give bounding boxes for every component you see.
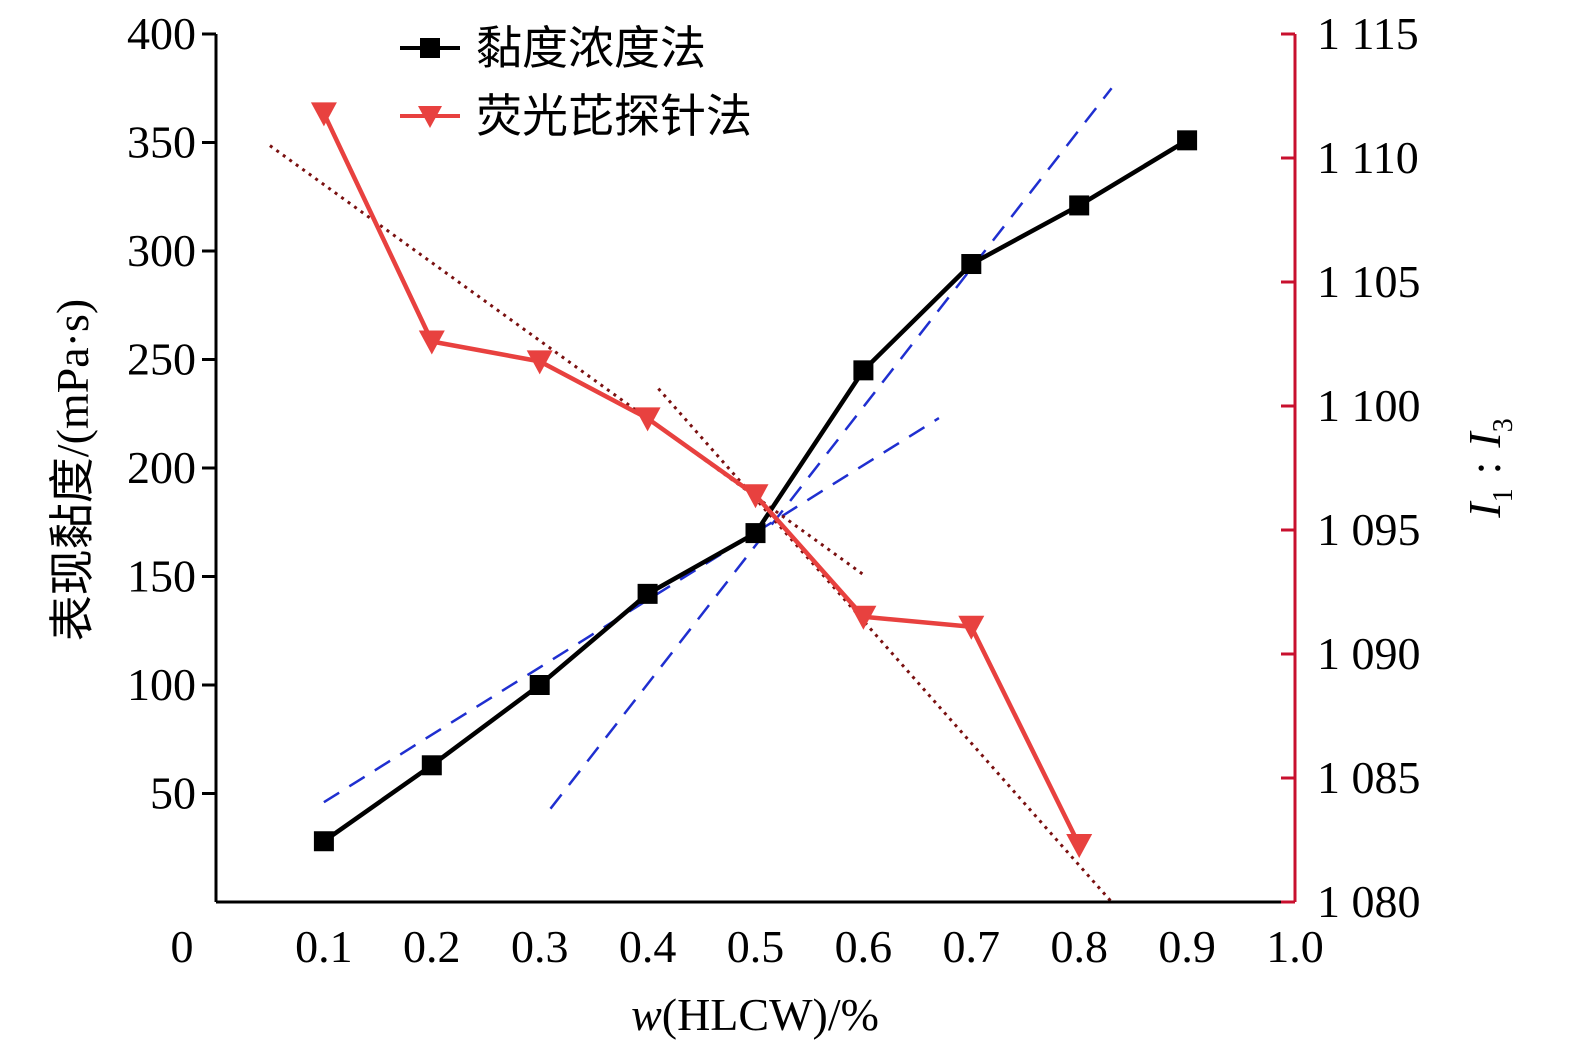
y-right-tick-label: 1 095 [1317,504,1421,555]
y-right-tick-label: 1 110 [1317,132,1419,183]
dotted-fit-line [657,387,1113,903]
y-right-label-sub1: 1 [1488,488,1519,502]
legend-label-viscosity: 黏度浓度法 [476,23,706,74]
y-right-tick-label: 1 100 [1317,380,1421,431]
data-point-square [421,755,442,776]
data-point-square [745,523,766,544]
legend: 黏度浓度法 荧光芘探针法 [400,23,752,142]
y-right-tick-label: 1 115 [1317,8,1419,59]
y-left-tick-label: 100 [127,659,196,710]
y-right-label-sub3: 3 [1488,418,1519,432]
x-tick-label: 0.6 [835,921,893,972]
data-point-square [961,254,982,275]
series-line-fluorescence [321,112,1082,846]
y-left-tick-label: 250 [127,334,196,385]
y-left-tick-label: 350 [127,117,196,168]
x-tick-label: 1.0 [1266,921,1324,972]
data-point-square [1177,130,1198,151]
series-lines [321,112,1189,846]
legend-marker-square [420,38,440,58]
data-point-triangle [958,615,985,640]
y-left-tick-label: 150 [127,551,196,602]
x-tick-label: 0.2 [403,921,461,972]
x-tick-label: 0.7 [943,921,1001,972]
data-point-triangle [526,350,553,375]
x-axis-title: w(HLCW)/% [631,989,879,1040]
y-right-tick-label: 1 085 [1317,752,1421,803]
legend-marker-triangle [418,106,442,128]
axes [202,32,1297,904]
data-point-square [1069,195,1090,216]
y-right-axis-title: I1:I3 [1459,418,1519,518]
dotted-fit-line [269,144,865,576]
data-point-triangle [850,605,877,630]
x-tick-label: 0.4 [619,921,677,972]
x-tick-label: 0.5 [727,921,785,972]
data-point-square [313,831,334,852]
data-point-triangle [634,407,661,432]
y-right-tick-label: 1 090 [1317,628,1421,679]
x-tick-label: 0.8 [1050,921,1108,972]
data-point-triangle [742,484,769,509]
x-tick-label: 0.1 [295,921,353,972]
data-point-square [637,583,658,604]
markers [310,102,1198,858]
y-right-label-i3: I [1459,430,1510,449]
x-tick-label: 0.3 [511,921,569,972]
y-left-tick-label: 400 [127,8,196,59]
y-right-tick-label: 1 105 [1317,256,1421,307]
x-tick-label: 0 [171,921,194,972]
x-axis-label-w: w [631,989,662,1040]
data-point-square [529,675,550,695]
legend-label-fluorescence: 荧光芘探针法 [476,91,752,142]
data-point-triangle [310,102,337,127]
data-point-triangle [418,330,445,355]
y-right-label-colon: : [1459,462,1510,475]
y-right-tick-label: 1 080 [1317,876,1421,927]
blue-dashed-fit-line [549,87,1113,810]
y-left-tick-label: 300 [127,225,196,276]
data-point-triangle [1066,833,1093,858]
x-tick-label: 0.9 [1158,921,1216,972]
y-left-tick-label: 200 [127,442,196,493]
fit-lines [269,87,1113,903]
tick-labels: 50 100 150 200 250 300 350 400 1 080 1 085 1 090 1 … [127,8,1421,972]
y-left-tick-label: 50 [150,768,196,819]
x-axis-label-rest: (HLCW)/% [662,989,879,1040]
data-point-square [853,360,874,381]
y-right-label-i1: I [1459,500,1510,519]
y-left-axis-title: 表现黏度/(mPa·s) [47,299,98,641]
